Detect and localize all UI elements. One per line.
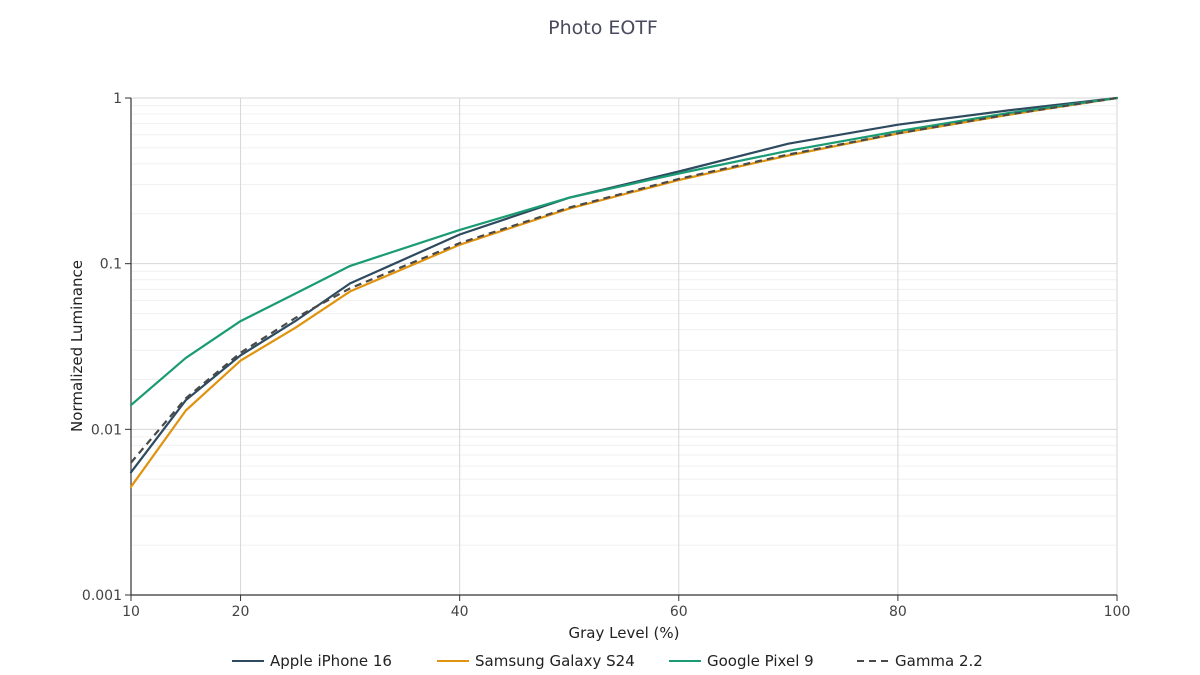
x-tick-label: 80 (889, 604, 907, 620)
x-tick-label: 10 (122, 604, 140, 620)
y-tick-label: 0.001 (82, 588, 122, 604)
series-line-2 (129, 96, 1119, 407)
series-line-1 (129, 96, 1119, 488)
axes: 0.001 0.01 0.1 1 10 20 40 60 80 100 (82, 91, 1130, 620)
y-tick-label: 0.01 (91, 422, 122, 438)
x-tick-label: 40 (451, 604, 469, 620)
grid (130, 97, 1118, 596)
x-tick-label: 100 (1104, 604, 1131, 620)
legend-label-3: Gamma 2.2 (895, 652, 983, 670)
series-line-0 (129, 96, 1119, 474)
legend-label-0: Apple iPhone 16 (270, 652, 392, 670)
legend-label-2: Google Pixel 9 (707, 652, 814, 670)
chart-title: Photo EOTF (548, 17, 658, 39)
x-axis-label: Gray Level (%) (569, 624, 680, 642)
legend-label-1: Samsung Galaxy S24 (475, 652, 635, 670)
series-lines (129, 96, 1119, 488)
y-tick-label: 0.1 (100, 257, 122, 273)
legend: Apple iPhone 16 Samsung Galaxy S24 Google … (232, 652, 983, 670)
x-tick-label: 60 (670, 604, 688, 620)
y-tick-label: 1 (113, 91, 122, 107)
y-axis-label: Normalized Luminance (68, 260, 86, 432)
x-tick-label: 20 (232, 604, 250, 620)
series-line-3 (130, 96, 1118, 464)
